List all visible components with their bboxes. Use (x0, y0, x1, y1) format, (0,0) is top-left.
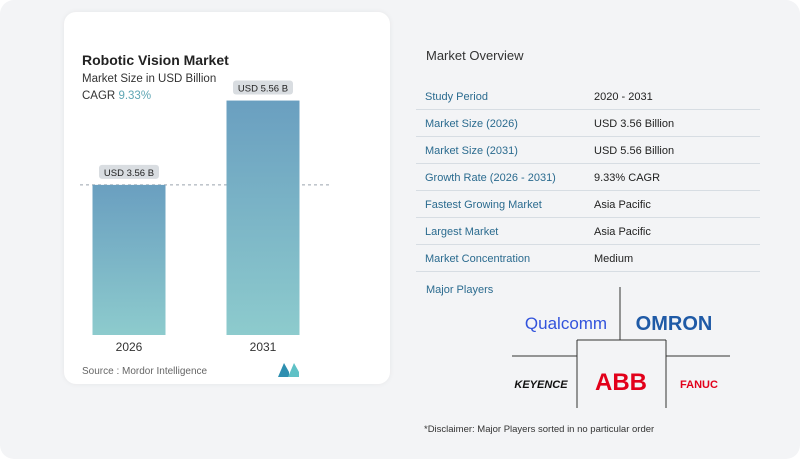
row-key: Market Concentration (425, 253, 531, 265)
market-overview-panel: Market Overview Study Period 2020 - 2031… (400, 0, 800, 459)
mordor-logo-icon (278, 363, 299, 377)
overview-row: Fastest Growing Market Asia Pacific (416, 191, 760, 218)
overview-row: Growth Rate (2026 - 2031) 9.33% CAGR (416, 164, 760, 191)
overview-title: Market Overview (426, 48, 524, 63)
x-tick-label: 2031 (250, 340, 277, 354)
row-value: Asia Pacific (594, 199, 651, 211)
keyence-logo: KEYENCE (514, 379, 568, 391)
source-note: Source : Mordor Intelligence (82, 366, 208, 377)
bar-chart: USD 3.56 B 2026 USD 5.56 B 2031 (80, 80, 330, 354)
data-label: USD 5.56 B (238, 84, 288, 95)
data-label: USD 3.56 B (104, 168, 154, 179)
row-value: Medium (594, 253, 634, 265)
overview-row: Market Size (2026) USD 3.56 Billion (416, 110, 760, 137)
overview-row: Market Size (2031) USD 5.56 Billion (416, 137, 760, 164)
overview-row: Study Period 2020 - 2031 (416, 83, 760, 110)
row-key: Market Size (2031) (425, 145, 518, 157)
major-players-grid: Qualcomm OMRON KEYENCE ABB FANUC (512, 287, 730, 408)
abb-logo: ABB (595, 369, 647, 396)
bar-2026 (92, 184, 166, 335)
chart-title: Robotic Vision Market (82, 52, 229, 68)
overview-row: Largest Market Asia Pacific (416, 218, 760, 245)
row-value: USD 3.56 Billion (594, 118, 675, 130)
data-label-bg (99, 164, 159, 179)
overview-row: Market Concentration Medium (416, 245, 760, 272)
bar-2031 (226, 100, 300, 335)
cagr-label: CAGR (82, 90, 116, 102)
row-value: 2020 - 2031 (594, 91, 653, 103)
x-tick-label: 2026 (116, 340, 143, 354)
major-players-title: Major Players (426, 284, 494, 296)
row-key: Market Size (2026) (425, 118, 518, 130)
cagr-value: 9.33% (118, 90, 152, 102)
chart-card: Robotic Vision Market Market Size in USD… (64, 12, 390, 384)
row-key: Study Period (425, 91, 488, 103)
row-value: USD 5.56 Billion (594, 145, 675, 157)
row-key: Growth Rate (2026 - 2031) (425, 172, 556, 184)
row-value: Asia Pacific (594, 226, 651, 238)
row-key: Largest Market (425, 226, 499, 238)
disclaimer: *Disclaimer: Major Players sorted in no … (424, 424, 655, 435)
row-key: Fastest Growing Market (425, 199, 542, 211)
omron-logo: OMRON (636, 313, 713, 335)
chart-subtitle: Market Size in USD Billion (82, 73, 217, 85)
data-label-bg (233, 80, 293, 95)
qualcomm-logo: Qualcomm (525, 314, 607, 333)
fanuc-logo: FANUC (680, 379, 718, 391)
row-value: 9.33% CAGR (594, 172, 661, 184)
cagr-line: CAGR 9.33% (82, 90, 151, 102)
